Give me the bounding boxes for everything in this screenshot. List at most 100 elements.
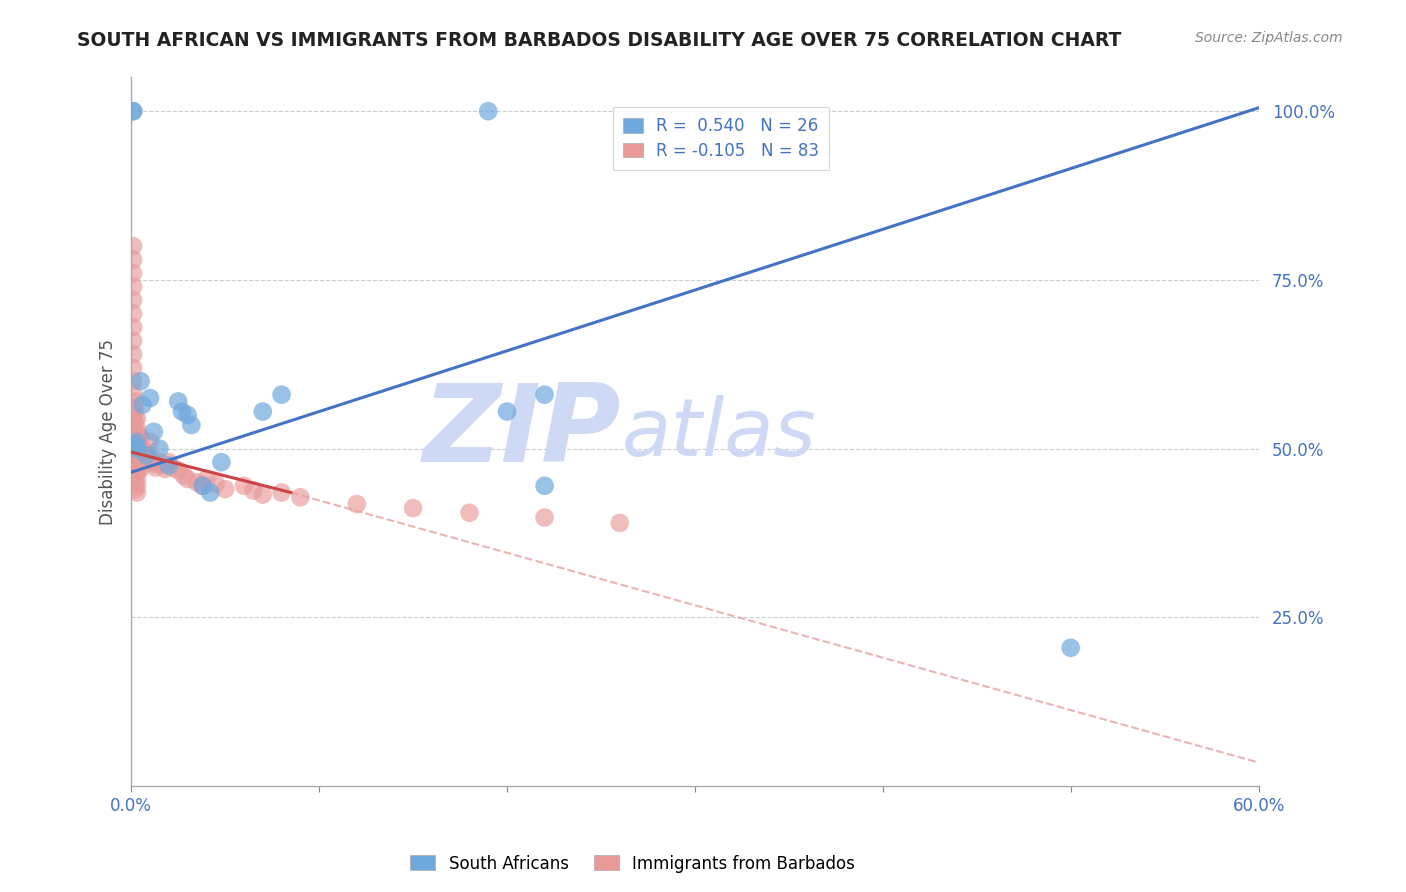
Point <box>129 442 152 456</box>
Point <box>125 455 148 469</box>
Point <box>124 415 146 429</box>
Point <box>125 421 148 435</box>
Point <box>125 442 148 456</box>
Point <box>131 398 153 412</box>
Point <box>122 401 145 416</box>
Point <box>122 360 145 375</box>
Point <box>191 479 214 493</box>
Legend: R =  0.540   N = 26, R = -0.105   N = 83: R = 0.540 N = 26, R = -0.105 N = 83 <box>613 107 830 169</box>
Point <box>176 408 198 422</box>
Point <box>186 475 208 490</box>
Point <box>195 472 218 486</box>
Point <box>135 449 157 463</box>
Point <box>125 485 148 500</box>
Point <box>153 462 176 476</box>
Point <box>122 387 145 401</box>
Point <box>170 404 193 418</box>
Point <box>290 490 312 504</box>
Point <box>124 455 146 469</box>
Point <box>124 482 146 496</box>
Text: atlas: atlas <box>621 395 817 473</box>
Point <box>131 442 153 456</box>
Point <box>180 418 202 433</box>
Point <box>125 479 148 493</box>
Point <box>124 404 146 418</box>
Point <box>128 438 150 452</box>
Point <box>122 307 145 321</box>
Point <box>125 438 148 452</box>
Point <box>122 455 145 469</box>
Point <box>402 501 425 516</box>
Point <box>129 462 152 476</box>
Point <box>124 475 146 490</box>
Point <box>252 487 274 501</box>
Point <box>458 506 481 520</box>
Point <box>129 449 152 463</box>
Point <box>124 425 146 439</box>
Point <box>141 455 163 469</box>
Point <box>122 347 145 361</box>
Point <box>122 411 145 425</box>
Point <box>122 252 145 267</box>
Point <box>176 472 198 486</box>
Point <box>135 449 157 463</box>
Point <box>139 391 162 405</box>
Point <box>139 434 162 449</box>
Point <box>125 432 148 446</box>
Text: SOUTH AFRICAN VS IMMIGRANTS FROM BARBADOS DISABILITY AGE OVER 75 CORRELATION CHA: SOUTH AFRICAN VS IMMIGRANTS FROM BARBADO… <box>77 31 1122 50</box>
Point <box>173 468 195 483</box>
Point <box>214 482 236 496</box>
Point <box>128 449 150 463</box>
Point <box>122 104 145 119</box>
Point <box>129 432 152 446</box>
Point <box>533 510 555 524</box>
Point <box>157 458 180 473</box>
Point <box>122 334 145 348</box>
Point <box>157 455 180 469</box>
Point <box>191 479 214 493</box>
Point <box>167 463 190 477</box>
Point <box>128 458 150 473</box>
Point <box>477 104 499 119</box>
Point <box>122 421 145 435</box>
Point <box>148 442 170 456</box>
Point <box>125 434 148 449</box>
Point <box>252 404 274 418</box>
Point <box>128 428 150 442</box>
Point <box>122 104 145 119</box>
Point <box>142 457 165 471</box>
Point <box>122 320 145 334</box>
Point <box>122 449 145 463</box>
Point <box>124 438 146 452</box>
Point <box>124 394 146 409</box>
Point <box>134 451 156 466</box>
Point <box>533 479 555 493</box>
Point <box>496 404 519 418</box>
Point <box>122 279 145 293</box>
Point <box>124 445 146 459</box>
Point <box>142 425 165 439</box>
Point <box>122 374 145 388</box>
Text: ZIP: ZIP <box>423 379 621 484</box>
Point <box>129 374 152 388</box>
Point <box>125 445 148 459</box>
Point <box>150 458 173 473</box>
Point <box>270 387 292 401</box>
Point <box>122 239 145 253</box>
Point <box>136 451 159 466</box>
Point <box>125 472 148 486</box>
Point <box>198 485 221 500</box>
Point <box>533 387 555 401</box>
Point <box>346 497 368 511</box>
Point <box>122 432 145 446</box>
Point <box>167 394 190 409</box>
Point <box>125 465 148 479</box>
Point <box>204 476 226 491</box>
Point <box>209 455 232 469</box>
Point <box>122 462 145 476</box>
Point <box>122 442 145 456</box>
Point <box>145 460 167 475</box>
Point <box>162 460 184 475</box>
Point <box>134 445 156 459</box>
Point <box>242 483 264 498</box>
